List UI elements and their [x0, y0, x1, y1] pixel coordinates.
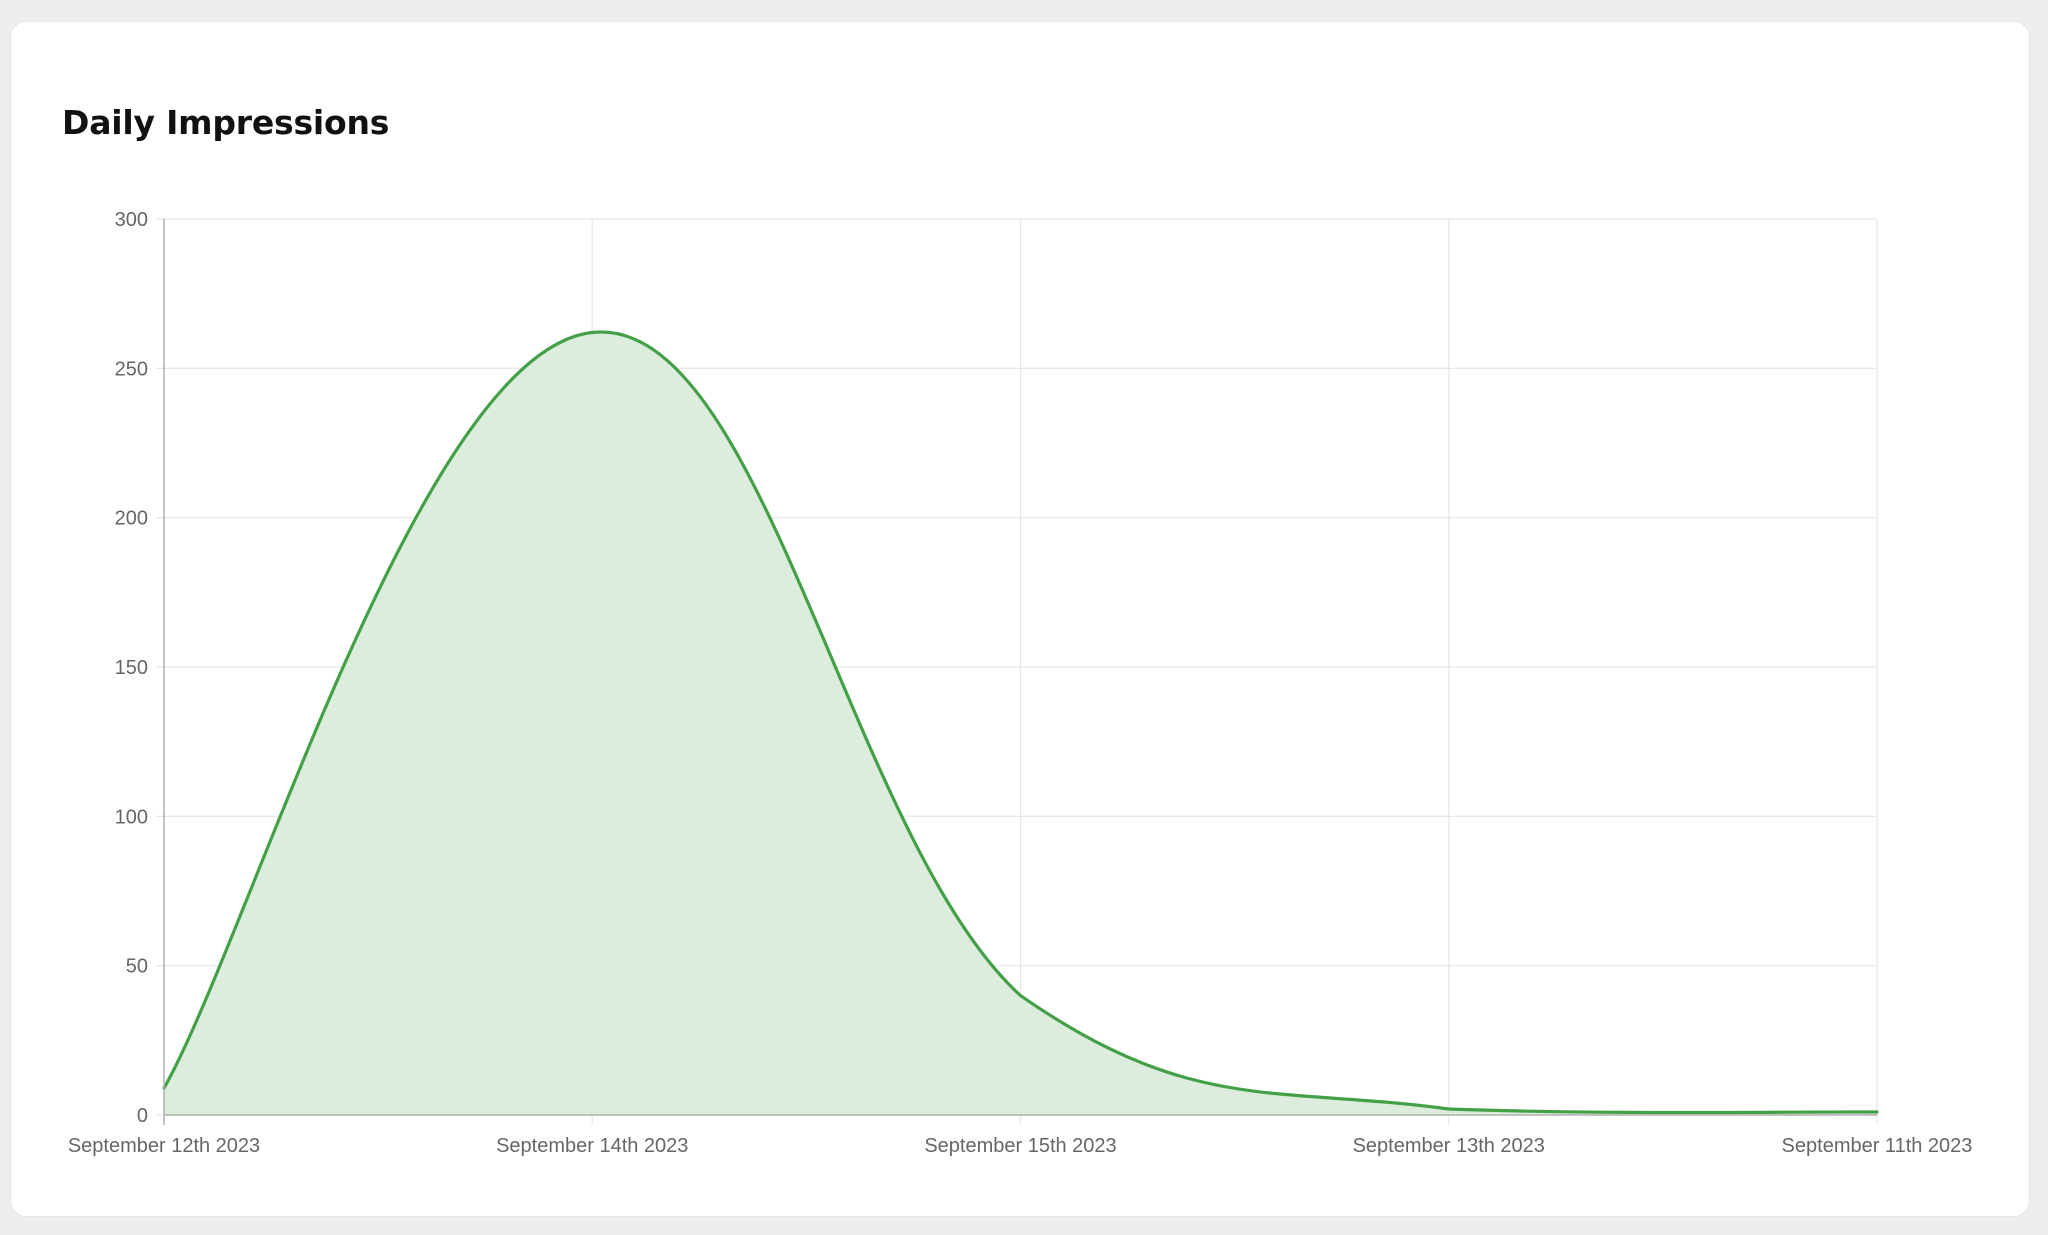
y-tick-label: 150: [115, 657, 148, 679]
area-layer: [162, 330, 1879, 1115]
y-tick-label: 100: [115, 806, 148, 828]
x-tick-label: September 13th 2023: [1353, 1135, 1545, 1157]
axis-layer: [156, 218, 1878, 1125]
y-tick-label: 300: [115, 209, 148, 231]
card-title: Daily Impressions: [62, 103, 390, 142]
y-tick-label: 0: [137, 1105, 148, 1127]
y-tick-label: 200: [115, 508, 148, 530]
x-tick-label: September 15th 2023: [924, 1135, 1116, 1157]
x-tick-label: September 14th 2023: [496, 1135, 688, 1157]
label-layer: 0 50 100 150 200 250 300 September 12th 2023 Sep…: [68, 209, 1973, 1157]
x-tick-label: September 12th 2023: [68, 1135, 260, 1157]
x-tick-label: September 11th 2023: [1782, 1135, 1973, 1157]
series-line: [162, 330, 1879, 1115]
y-tick-label: 50: [126, 956, 148, 978]
series-area-fill: [164, 332, 1877, 1115]
y-tick-label: 250: [115, 358, 148, 380]
